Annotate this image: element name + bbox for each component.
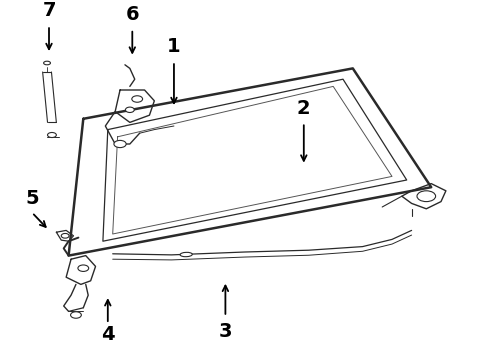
Ellipse shape <box>114 140 126 148</box>
Ellipse shape <box>180 252 192 257</box>
Ellipse shape <box>417 191 436 202</box>
Text: 5: 5 <box>25 189 39 207</box>
Ellipse shape <box>61 234 69 238</box>
Text: 1: 1 <box>167 37 181 56</box>
Ellipse shape <box>78 265 89 271</box>
Ellipse shape <box>44 61 50 65</box>
Ellipse shape <box>132 96 143 102</box>
Text: 4: 4 <box>101 325 115 344</box>
Ellipse shape <box>48 132 56 138</box>
Text: 6: 6 <box>125 5 139 24</box>
Text: 3: 3 <box>219 322 232 341</box>
Text: 7: 7 <box>42 1 56 20</box>
Ellipse shape <box>125 107 134 112</box>
Ellipse shape <box>71 312 81 318</box>
Text: 2: 2 <box>297 99 311 117</box>
